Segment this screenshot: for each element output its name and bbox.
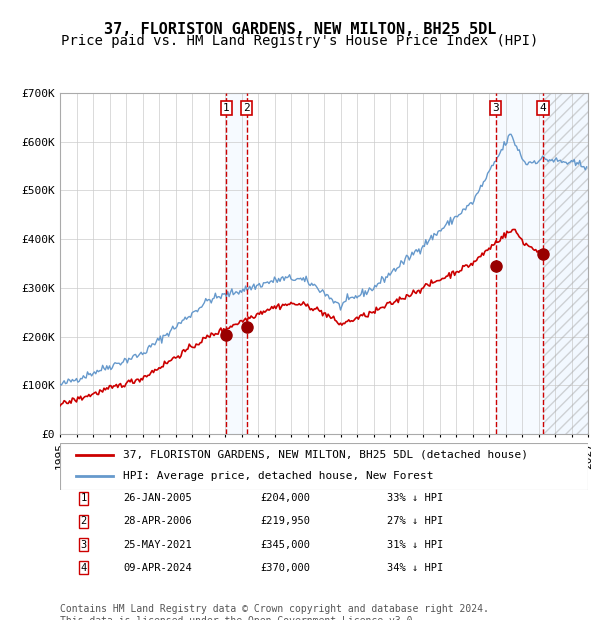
Text: 37, FLORISTON GARDENS, NEW MILTON, BH25 5DL: 37, FLORISTON GARDENS, NEW MILTON, BH25 … — [104, 22, 496, 37]
Bar — [496, 93, 588, 434]
Text: 31% ↓ HPI: 31% ↓ HPI — [388, 539, 443, 549]
Text: Price paid vs. HM Land Registry's House Price Index (HPI): Price paid vs. HM Land Registry's House … — [61, 34, 539, 48]
Bar — [542, 93, 588, 434]
Text: £204,000: £204,000 — [260, 494, 311, 503]
Bar — [542, 93, 588, 434]
Text: £370,000: £370,000 — [260, 563, 311, 573]
Text: 3: 3 — [492, 103, 499, 113]
Text: 4: 4 — [80, 563, 87, 573]
Text: 33% ↓ HPI: 33% ↓ HPI — [388, 494, 443, 503]
Text: 37, FLORISTON GARDENS, NEW MILTON, BH25 5DL (detached house): 37, FLORISTON GARDENS, NEW MILTON, BH25 … — [124, 450, 529, 460]
Text: 28-APR-2006: 28-APR-2006 — [124, 516, 192, 526]
Text: 27% ↓ HPI: 27% ↓ HPI — [388, 516, 443, 526]
Text: 4: 4 — [539, 103, 547, 113]
Text: 2: 2 — [244, 103, 250, 113]
Text: 34% ↓ HPI: 34% ↓ HPI — [388, 563, 443, 573]
Text: 25-MAY-2021: 25-MAY-2021 — [124, 539, 192, 549]
Text: 1: 1 — [223, 103, 230, 113]
Text: 26-JAN-2005: 26-JAN-2005 — [124, 494, 192, 503]
Text: 2: 2 — [80, 516, 87, 526]
Text: HPI: Average price, detached house, New Forest: HPI: Average price, detached house, New … — [124, 471, 434, 481]
Text: 3: 3 — [80, 539, 87, 549]
Bar — [226, 93, 247, 434]
Text: Contains HM Land Registry data © Crown copyright and database right 2024.
This d: Contains HM Land Registry data © Crown c… — [60, 604, 489, 620]
Text: £219,950: £219,950 — [260, 516, 311, 526]
FancyBboxPatch shape — [60, 443, 588, 490]
Text: £345,000: £345,000 — [260, 539, 311, 549]
Text: 09-APR-2024: 09-APR-2024 — [124, 563, 192, 573]
Text: 1: 1 — [80, 494, 87, 503]
